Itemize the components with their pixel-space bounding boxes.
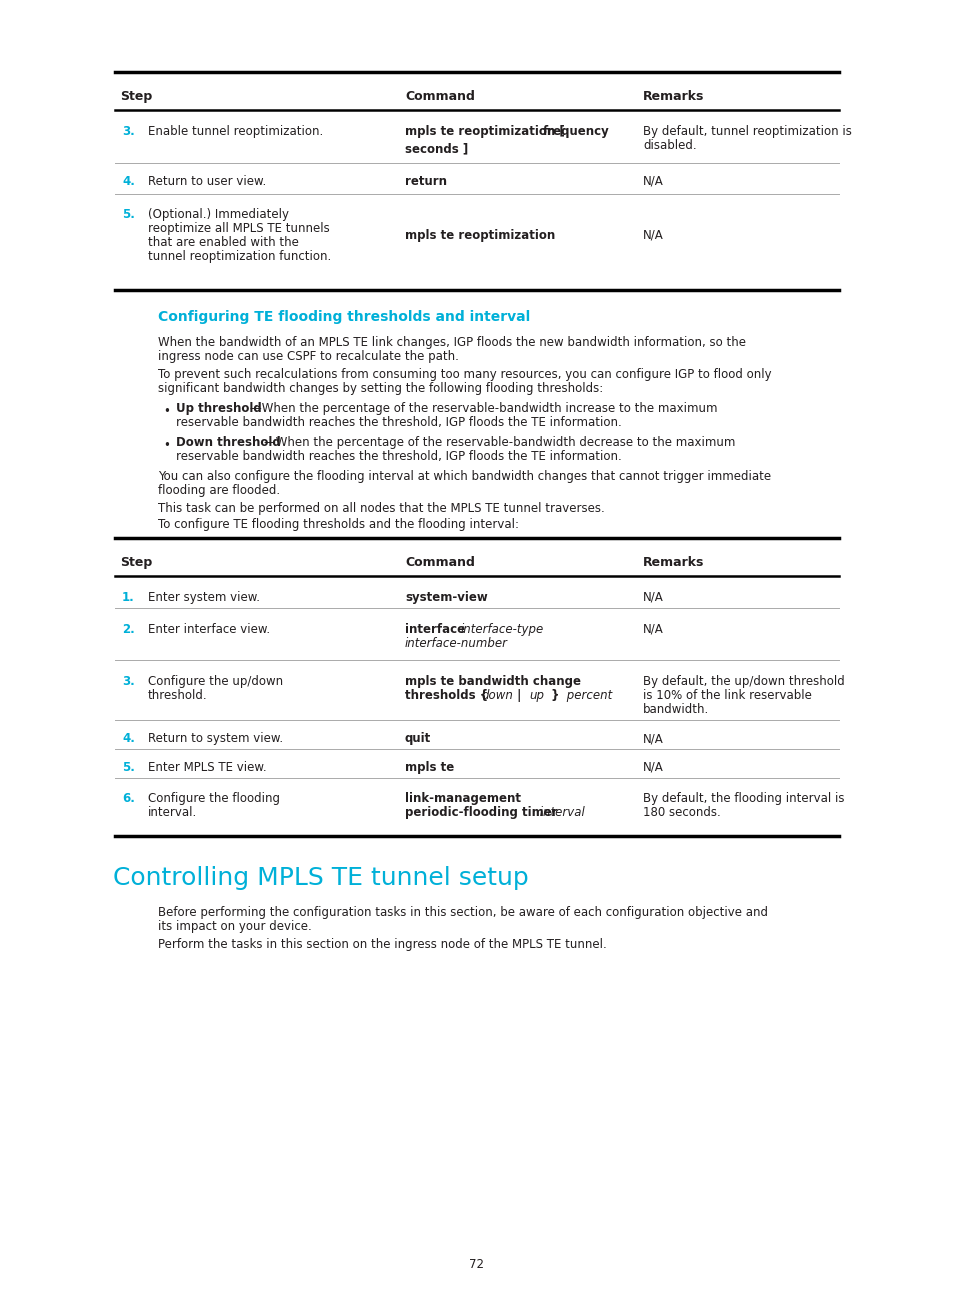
Text: 4.: 4. — [122, 175, 134, 188]
Text: interface-type: interface-type — [460, 623, 543, 636]
Text: 180 seconds.: 180 seconds. — [642, 806, 720, 819]
Text: By default, tunnel reoptimization is: By default, tunnel reoptimization is — [642, 124, 851, 137]
Text: This task can be performed on all nodes that the MPLS TE tunnel traverses.: This task can be performed on all nodes … — [158, 502, 604, 515]
Text: down: down — [480, 689, 513, 702]
Text: quit: quit — [405, 732, 431, 745]
Text: bandwidth.: bandwidth. — [642, 702, 708, 715]
Text: Command: Command — [405, 89, 475, 102]
Text: Return to user view.: Return to user view. — [148, 175, 266, 188]
Text: thresholds {: thresholds { — [405, 689, 492, 702]
Text: 6.: 6. — [122, 792, 134, 805]
Text: Configure the up/down: Configure the up/down — [148, 675, 283, 688]
Text: seconds ]: seconds ] — [405, 143, 468, 156]
Text: Perform the tasks in this section on the ingress node of the MPLS TE tunnel.: Perform the tasks in this section on the… — [158, 938, 606, 951]
Text: 3.: 3. — [122, 124, 134, 137]
Text: flooding are flooded.: flooding are flooded. — [158, 483, 280, 496]
Text: Down threshold: Down threshold — [175, 435, 280, 448]
Text: its impact on your device.: its impact on your device. — [158, 920, 312, 933]
Text: When the bandwidth of an MPLS TE link changes, IGP floods the new bandwidth info: When the bandwidth of an MPLS TE link ch… — [158, 336, 745, 349]
Text: return: return — [405, 175, 447, 188]
Text: 5.: 5. — [122, 761, 134, 774]
Text: By default, the flooding interval is: By default, the flooding interval is — [642, 792, 843, 805]
Text: significant bandwidth changes by setting the following flooding thresholds:: significant bandwidth changes by setting… — [158, 382, 602, 395]
Text: N/A: N/A — [642, 175, 663, 188]
Text: }: } — [546, 689, 558, 702]
Text: Enable tunnel reoptimization.: Enable tunnel reoptimization. — [148, 124, 323, 137]
Text: N/A: N/A — [642, 623, 663, 636]
Text: Configuring TE flooding thresholds and interval: Configuring TE flooding thresholds and i… — [158, 310, 530, 324]
Text: •: • — [163, 404, 170, 419]
Text: 5.: 5. — [122, 207, 134, 222]
Text: interval: interval — [536, 806, 584, 819]
Text: interval.: interval. — [148, 806, 197, 819]
Text: (Optional.) Immediately: (Optional.) Immediately — [148, 207, 289, 222]
Text: reservable bandwidth reaches the threshold, IGP floods the TE information.: reservable bandwidth reaches the thresho… — [175, 416, 621, 429]
Text: interface: interface — [405, 623, 465, 636]
Text: mpls te bandwidth change: mpls te bandwidth change — [405, 675, 580, 688]
Text: By default, the up/down threshold: By default, the up/down threshold — [642, 675, 843, 688]
Text: mpls te: mpls te — [405, 761, 454, 774]
Text: |: | — [513, 689, 525, 702]
Text: You can also configure the flooding interval at which bandwidth changes that can: You can also configure the flooding inte… — [158, 470, 770, 483]
Text: mpls te reoptimization [: mpls te reoptimization [ — [405, 124, 568, 137]
Text: 72: 72 — [469, 1258, 484, 1271]
Text: Configure the flooding: Configure the flooding — [148, 792, 280, 805]
Text: 3.: 3. — [122, 675, 134, 688]
Text: periodic-flooding timer: periodic-flooding timer — [405, 806, 558, 819]
Text: To prevent such recalculations from consuming too many resources, you can config: To prevent such recalculations from cons… — [158, 368, 771, 381]
Text: ingress node can use CSPF to recalculate the path.: ingress node can use CSPF to recalculate… — [158, 350, 458, 363]
Text: system-view: system-view — [405, 591, 487, 604]
Text: Command: Command — [405, 556, 475, 569]
Text: tunnel reoptimization function.: tunnel reoptimization function. — [148, 250, 331, 263]
Text: Enter MPLS TE view.: Enter MPLS TE view. — [148, 761, 266, 774]
Text: N/A: N/A — [642, 732, 663, 745]
Text: is 10% of the link reservable: is 10% of the link reservable — [642, 689, 811, 702]
Text: Before performing the configuration tasks in this section, be aware of each conf: Before performing the configuration task… — [158, 906, 767, 919]
Text: 1.: 1. — [122, 591, 134, 604]
Text: 2.: 2. — [122, 623, 134, 636]
Text: —When the percentage of the reservable-bandwidth increase to the maximum: —When the percentage of the reservable-b… — [250, 402, 717, 415]
Text: Enter system view.: Enter system view. — [148, 591, 260, 604]
Text: reservable bandwidth reaches the threshold, IGP floods the TE information.: reservable bandwidth reaches the thresho… — [175, 450, 621, 463]
Text: percent: percent — [562, 689, 612, 702]
Text: Enter interface view.: Enter interface view. — [148, 623, 270, 636]
Text: Return to system view.: Return to system view. — [148, 732, 283, 745]
Text: Remarks: Remarks — [642, 89, 703, 102]
Text: that are enabled with the: that are enabled with the — [148, 236, 298, 249]
Text: Remarks: Remarks — [642, 556, 703, 569]
Text: 4.: 4. — [122, 732, 134, 745]
Text: Up threshold: Up threshold — [175, 402, 261, 415]
Text: disabled.: disabled. — [642, 139, 696, 152]
Text: N/A: N/A — [642, 229, 663, 242]
Text: reoptimize all MPLS TE tunnels: reoptimize all MPLS TE tunnels — [148, 222, 330, 235]
Text: threshold.: threshold. — [148, 689, 208, 702]
Text: N/A: N/A — [642, 761, 663, 774]
Text: Controlling MPLS TE tunnel setup: Controlling MPLS TE tunnel setup — [112, 866, 528, 890]
Text: link-management: link-management — [405, 792, 520, 805]
Text: frequency: frequency — [542, 124, 609, 137]
Text: N/A: N/A — [642, 591, 663, 604]
Text: •: • — [163, 439, 170, 452]
Text: up: up — [529, 689, 543, 702]
Text: Step: Step — [120, 89, 152, 102]
Text: Step: Step — [120, 556, 152, 569]
Text: To configure TE flooding thresholds and the flooding interval:: To configure TE flooding thresholds and … — [158, 518, 518, 531]
Text: —When the percentage of the reservable-bandwidth decrease to the maximum: —When the percentage of the reservable-b… — [264, 435, 735, 448]
Text: interface-number: interface-number — [405, 638, 507, 651]
Text: mpls te reoptimization: mpls te reoptimization — [405, 229, 555, 242]
